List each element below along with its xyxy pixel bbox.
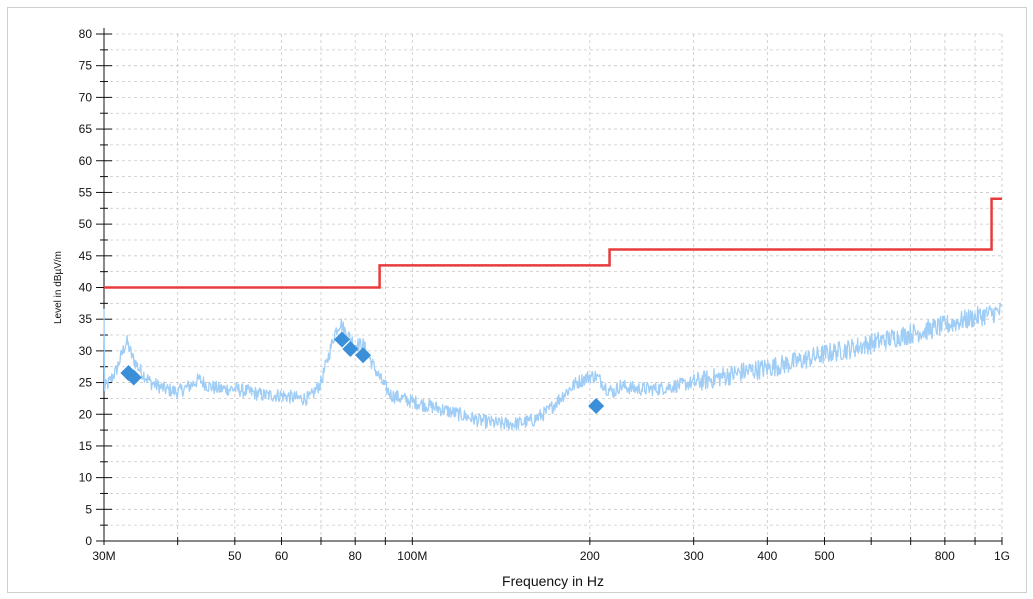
measurement-marker xyxy=(334,331,351,348)
y-tick-label: 75 xyxy=(79,59,93,73)
x-tick-label: 80 xyxy=(349,549,363,563)
y-tick-label: 20 xyxy=(79,407,93,421)
y-tick-label: 40 xyxy=(79,281,93,295)
axes xyxy=(103,28,1002,542)
x-tick-label: 400 xyxy=(757,549,777,563)
x-tick-label: 100M xyxy=(397,549,427,563)
y-tick-label: 65 xyxy=(79,122,93,136)
y-tick-label: 0 xyxy=(85,534,92,548)
limit-line xyxy=(104,197,1002,289)
y-tick-label: 45 xyxy=(79,249,93,263)
y-tick-label: 80 xyxy=(79,27,93,41)
x-tick-label: 60 xyxy=(275,549,289,563)
x-axis: 30M 50 60 80 100M 200 300 400 500 800 1G xyxy=(92,537,1010,563)
chart-frame: 0 5 10 15 20 25 30 35 40 45 50 55 60 65 70 75 80 30M 50 60… xyxy=(7,7,1027,593)
x-tick-label: 300 xyxy=(684,549,704,563)
y-tick-label: 60 xyxy=(79,154,93,168)
measurement-marker xyxy=(355,347,372,364)
x-axis-title: Frequency in Hz xyxy=(502,573,604,589)
y-axis: 0 5 10 15 20 25 30 35 40 45 50 55 60 65 70 75 80 xyxy=(79,27,112,548)
x-tick-label: 200 xyxy=(580,549,600,563)
x-tick-label: 1G xyxy=(994,549,1010,563)
y-axis-title: Level in dBµV/m xyxy=(53,251,64,324)
y-tick-label: 5 xyxy=(85,502,92,516)
y-tick-label: 35 xyxy=(79,312,93,326)
emission-chart: 0 5 10 15 20 25 30 35 40 45 50 55 60 65 70 75 80 30M 50 60… xyxy=(53,27,1010,589)
measurement-marker xyxy=(120,365,137,382)
x-tick-label: 30M xyxy=(92,549,115,563)
y-tick-label: 10 xyxy=(79,471,93,485)
spectrum-trace xyxy=(103,302,1003,431)
measurement-marker xyxy=(125,369,142,386)
x-tick-label: 800 xyxy=(935,549,955,563)
y-tick-label: 55 xyxy=(79,185,93,199)
x-tick-label: 500 xyxy=(814,549,834,563)
y-tick-label: 25 xyxy=(79,376,93,390)
y-tick-label: 15 xyxy=(79,439,93,453)
y-tick-label: 50 xyxy=(79,217,93,231)
y-tick-label: 30 xyxy=(79,344,93,358)
y-tick-label: 70 xyxy=(79,90,93,104)
x-tick-label: 50 xyxy=(228,549,242,563)
series xyxy=(103,197,1003,431)
measurement-marker xyxy=(342,340,359,357)
measurement-marker xyxy=(588,398,605,415)
